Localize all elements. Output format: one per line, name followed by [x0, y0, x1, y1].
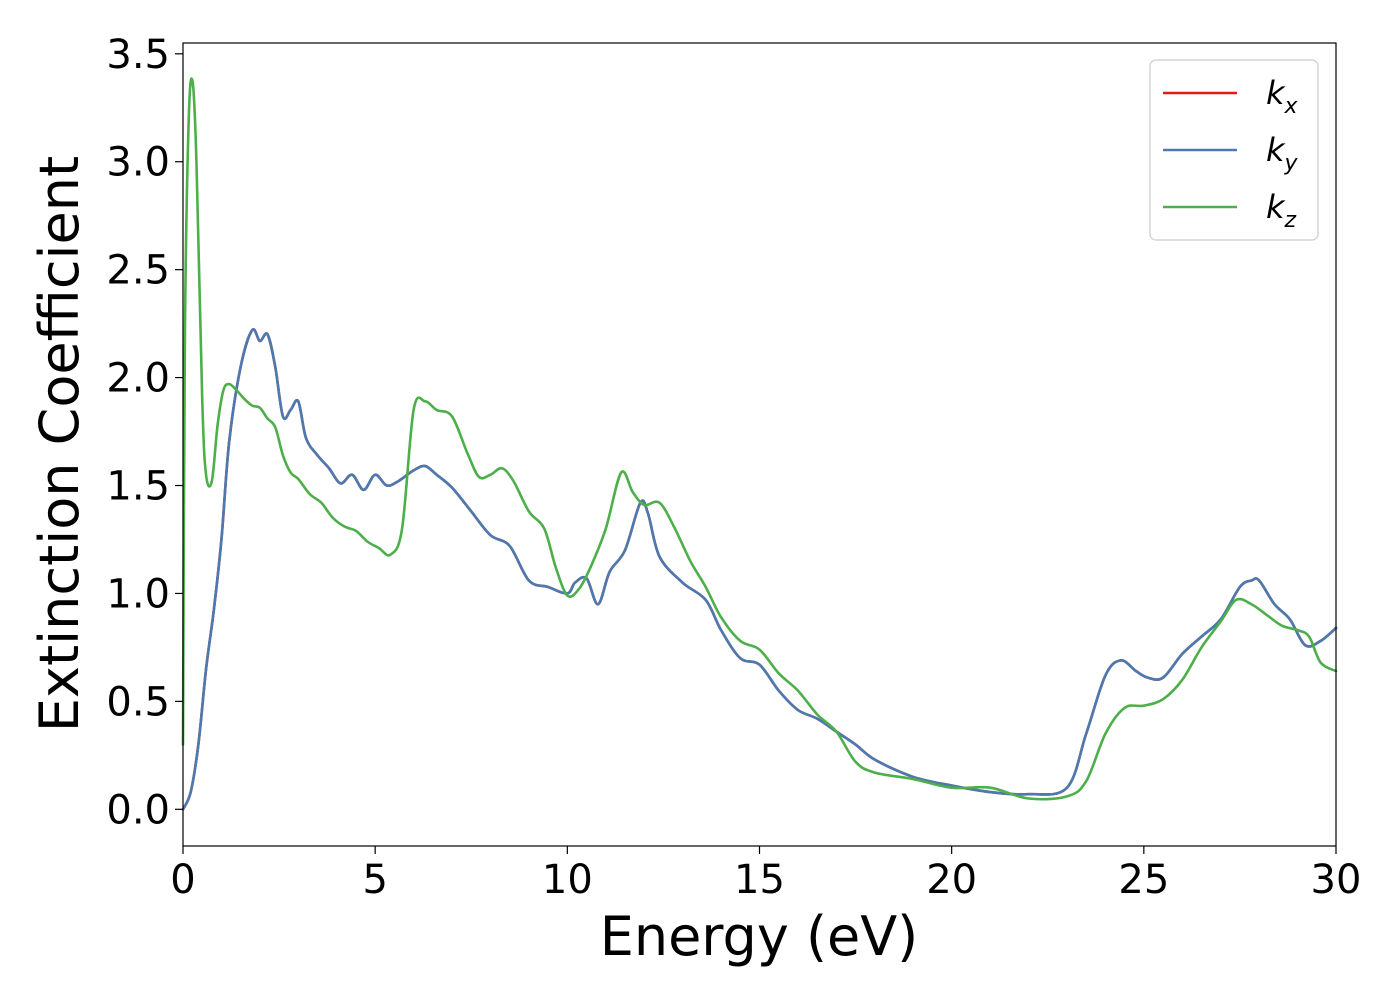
y-tick-label: 2.0: [106, 356, 170, 402]
x-tick-label: 30: [1311, 857, 1362, 903]
series-line-ky: [181, 327, 1338, 811]
x-tick-label: 20: [926, 857, 977, 903]
y-tick-label: 0.5: [106, 679, 170, 725]
y-tick-label: 1.5: [106, 464, 170, 510]
legend-label-kz: kz: [1266, 188, 1297, 233]
series-line-kz: [181, 77, 1338, 801]
y-tick-label: 3.5: [106, 32, 170, 78]
x-axis-label: Energy (eV): [600, 905, 919, 968]
legend: kx ky kz: [1149, 59, 1319, 241]
legend-label-kx: kx: [1266, 74, 1299, 119]
y-axis-label: Extinction Coefficient: [28, 156, 91, 732]
y-tick-label: 1.0: [106, 571, 170, 617]
x-axis: 0 5 10 15 20 25 30: [170, 846, 1361, 903]
y-tick-label: 3.0: [106, 140, 170, 186]
legend-label-ky: ky: [1266, 131, 1299, 176]
x-tick-label: 0: [170, 857, 195, 903]
series-layer: [181, 77, 1338, 811]
y-tick-label: 0.0: [106, 787, 170, 833]
y-tick-label: 2.5: [106, 248, 170, 294]
x-tick-label: 25: [1118, 857, 1169, 903]
x-tick-label: 5: [362, 857, 387, 903]
y-axis: 0.0 0.5 1.0 1.5 2.0 2.5 3.0 3.5: [106, 32, 183, 833]
x-tick-label: 10: [542, 857, 593, 903]
x-tick-label: 15: [734, 857, 785, 903]
